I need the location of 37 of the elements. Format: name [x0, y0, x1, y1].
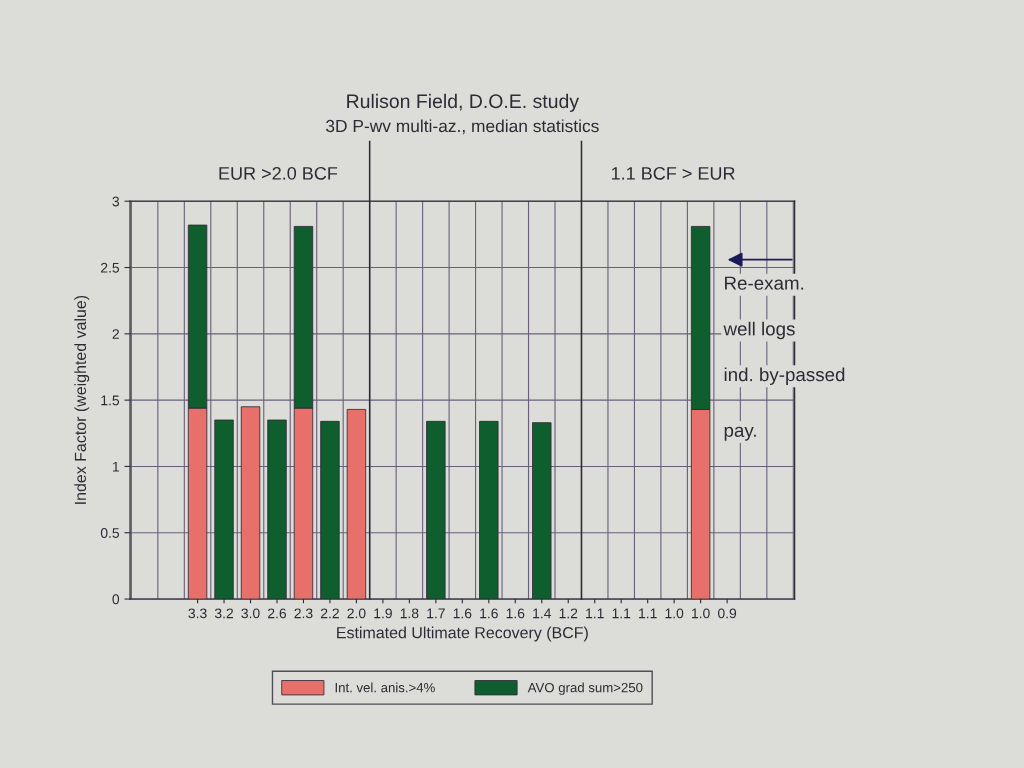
x-tick-label: 1.4	[533, 608, 552, 619]
y-tick-label: 0	[112, 594, 120, 605]
x-tick-label: 1.6	[506, 608, 525, 619]
x-tick-label: 2.6	[268, 608, 287, 619]
text: 1.1 BCF > EUR	[611, 166, 735, 180]
x-axis-title: Estimated Ultimate Recovery (BCF)	[337, 626, 588, 642]
y-tick-label: 2.5	[101, 262, 120, 273]
x-tick-label: 3.2	[214, 608, 233, 619]
legend-label: Int. vel. anis.>4%	[335, 682, 435, 693]
y-tick-label: 3	[112, 196, 120, 207]
x-tick-label: 1.9	[374, 608, 392, 619]
x-tick-label: 0.9	[718, 608, 737, 619]
x-tick-label: 1.8	[400, 608, 419, 619]
text: EUR >2.0 BCF	[219, 166, 338, 180]
chart-subtitle: 3D P-wv multi-az., median statistics	[326, 119, 599, 135]
y-tick-label: 1	[112, 461, 119, 472]
y-tick-label: 0.5	[100, 528, 120, 538]
x-tick-label: 2.2	[321, 608, 339, 619]
x-tick-label: 1.0	[665, 608, 684, 619]
x-tick-label: 1.1	[639, 608, 657, 619]
x-tick-label: 2.3	[294, 608, 313, 619]
x-tick-label: 1.0	[692, 608, 710, 619]
y-axis-title: Index Factor (weighted value)	[74, 295, 90, 504]
x-tick-label: 1.7	[427, 608, 445, 619]
x-tick-label: 1.1	[586, 608, 604, 619]
chart-title: Rulison Field, D.O.E. study	[347, 93, 580, 112]
y-tick-label: 2	[112, 329, 119, 339]
x-tick-label: 3.3	[188, 608, 207, 619]
x-tick-label: 1.6	[453, 608, 472, 619]
y-tick-label: 1.5	[101, 395, 120, 406]
x-tick-label: 1.1	[612, 608, 631, 619]
x-tick-label: 3.0	[241, 608, 260, 619]
x-tick-label: 1.2	[559, 608, 578, 619]
text: Re-exam. well logs ind. by-passed pay.	[723, 276, 845, 441]
x-tick-label: 1.6	[480, 608, 498, 619]
legend-label: AVO grad sum>250	[527, 682, 643, 695]
x-tick-label: 2.0	[347, 608, 366, 619]
